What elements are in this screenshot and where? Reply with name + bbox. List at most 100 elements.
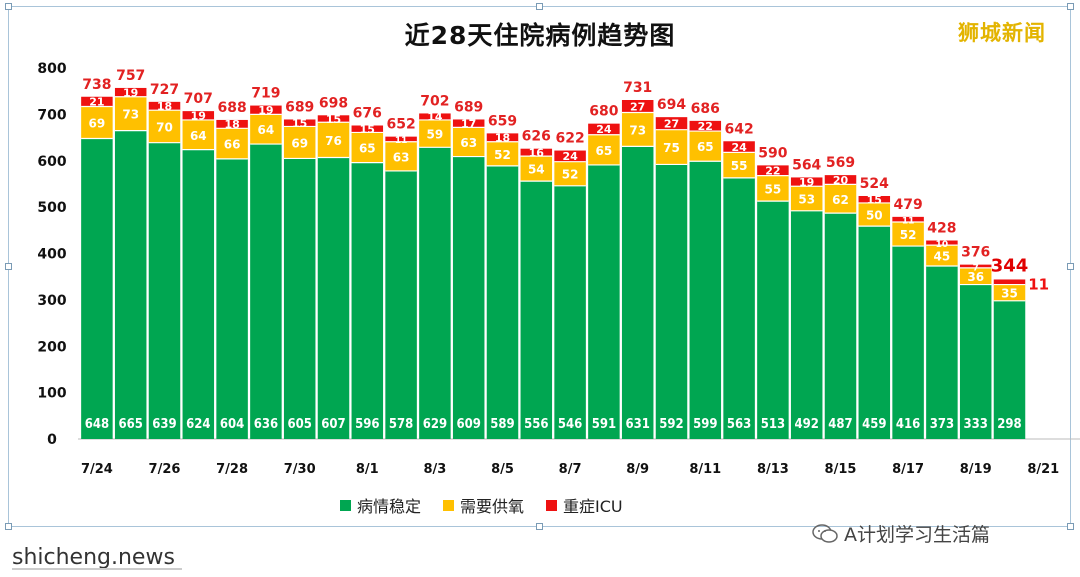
bar-segment-icu — [655, 117, 688, 130]
resize-handle[interactable] — [1067, 263, 1074, 270]
resize-handle[interactable] — [5, 263, 12, 270]
data-label-icu: 14 — [427, 111, 443, 124]
x-tick-label: 8/17 — [892, 462, 924, 477]
bar-segment-icu — [486, 133, 519, 142]
bar-segment-icu — [114, 87, 147, 97]
x-tick-label: 8/3 — [423, 462, 446, 477]
bar-segment-oxygen — [858, 202, 891, 227]
bar-segment-oxygen — [250, 114, 282, 145]
data-label-icu: 24 — [596, 123, 612, 136]
bar-segment-stable — [114, 130, 147, 439]
bar-segment-stable — [689, 161, 722, 439]
data-label-oxygen: 54 — [528, 163, 545, 177]
data-label-oxygen: 66 — [224, 138, 241, 152]
data-label-total: 686 — [691, 101, 720, 117]
bar-segment-stable — [757, 201, 789, 439]
bar-segment-icu — [148, 101, 181, 111]
data-label-oxygen: 65 — [697, 140, 714, 154]
data-label-total: 479 — [893, 197, 922, 213]
wechat-account-badge: A计划学习生活篇 — [812, 520, 990, 547]
data-label-icu: 11 — [395, 136, 408, 146]
x-tick-label: 8/9 — [626, 462, 649, 477]
legend-label: 需要供氧 — [460, 497, 525, 516]
resize-handle[interactable] — [1067, 3, 1074, 10]
data-label-icu: 17 — [461, 117, 476, 130]
bar-segment-icu — [554, 150, 586, 162]
bar-segment-oxygen — [385, 141, 417, 171]
bar-segment-oxygen — [148, 110, 181, 143]
data-label-stable: 373 — [930, 417, 954, 432]
data-label-total: 376 — [961, 245, 990, 261]
data-label-stable: 546 — [558, 417, 582, 432]
data-label-total: 626 — [522, 129, 551, 145]
bar-segment-oxygen — [419, 119, 451, 148]
bar-segment-oxygen — [283, 126, 316, 159]
data-label-stable: 459 — [862, 417, 886, 432]
x-tick-label: 8/13 — [757, 462, 789, 477]
data-label-oxygen: 65 — [596, 144, 613, 158]
bar-segment-stable — [283, 158, 316, 439]
bar-segment-stable — [655, 164, 688, 439]
bar-segment-oxygen — [993, 284, 1026, 301]
bar-segment-oxygen — [689, 131, 722, 162]
bar-segment-stable — [351, 162, 384, 440]
bar-segment-oxygen — [81, 106, 113, 139]
bar-segment-oxygen — [790, 186, 823, 211]
bar-segment-stable — [216, 158, 248, 439]
x-tick-label: 7/26 — [149, 462, 181, 477]
bar-segment-oxygen — [757, 175, 789, 202]
bar-segment-icu — [621, 99, 654, 113]
bar-segment-stable — [385, 170, 417, 439]
legend-label: 重症ICU — [563, 497, 623, 516]
bar-segment-oxygen — [182, 119, 215, 150]
bar-segment-stable — [993, 300, 1026, 439]
bar-segment-stable — [926, 266, 958, 439]
bar-segment-icu — [216, 119, 248, 129]
data-label-icu: 18 — [157, 100, 172, 113]
bar-segment-stable — [81, 138, 113, 440]
watermark-text: shicheng.news — [12, 545, 175, 570]
data-label-total: 698 — [319, 95, 348, 111]
data-label-stable: 624 — [186, 417, 210, 432]
data-label-icu: 15 — [326, 113, 341, 126]
data-label-icu: 24 — [562, 150, 578, 163]
resize-handle[interactable] — [5, 3, 12, 10]
data-label-total: 694 — [657, 97, 686, 113]
data-label-icu: 19 — [258, 104, 273, 117]
data-label-icu: 20 — [833, 174, 849, 187]
data-label-oxygen: 69 — [291, 136, 308, 150]
resize-handle[interactable] — [1067, 523, 1074, 530]
data-label-total: 702 — [420, 93, 449, 109]
data-label-total: 642 — [724, 121, 753, 137]
x-tick-label: 8/7 — [559, 462, 582, 477]
data-label-stable: 648 — [85, 417, 109, 432]
data-label-oxygen: 76 — [325, 134, 342, 148]
legend-item-icu: 重症ICU — [546, 493, 623, 517]
bar-segment-oxygen — [351, 132, 384, 163]
bar-segment-icu — [283, 119, 316, 127]
resize-handle[interactable] — [536, 523, 543, 530]
bar-segment-oxygen — [588, 134, 620, 165]
data-label-stable: 636 — [254, 417, 278, 432]
data-label-stable: 487 — [828, 417, 852, 432]
bar-segment-oxygen — [926, 245, 958, 267]
data-label-total: 564 — [792, 157, 821, 173]
data-label-stable: 416 — [896, 417, 920, 432]
bar-segment-stable — [959, 284, 992, 439]
data-label-icu: 11 — [1028, 275, 1049, 293]
data-label-total: 652 — [386, 117, 415, 133]
bar-segment-icu — [824, 175, 857, 185]
data-label-stable: 563 — [727, 417, 751, 432]
data-label-oxygen: 35 — [1001, 287, 1018, 301]
legend-swatch — [546, 499, 558, 511]
x-tick-label: 7/30 — [284, 462, 316, 477]
data-label-oxygen: 63 — [393, 150, 410, 164]
resize-handle[interactable] — [536, 3, 543, 10]
x-tick-label: 8/15 — [825, 462, 857, 477]
legend-label: 病情稳定 — [357, 497, 422, 516]
data-label-icu: 18 — [495, 132, 510, 145]
data-label-oxygen: 55 — [765, 182, 782, 196]
resize-handle[interactable] — [5, 523, 12, 530]
bar-segment-icu — [757, 165, 789, 176]
